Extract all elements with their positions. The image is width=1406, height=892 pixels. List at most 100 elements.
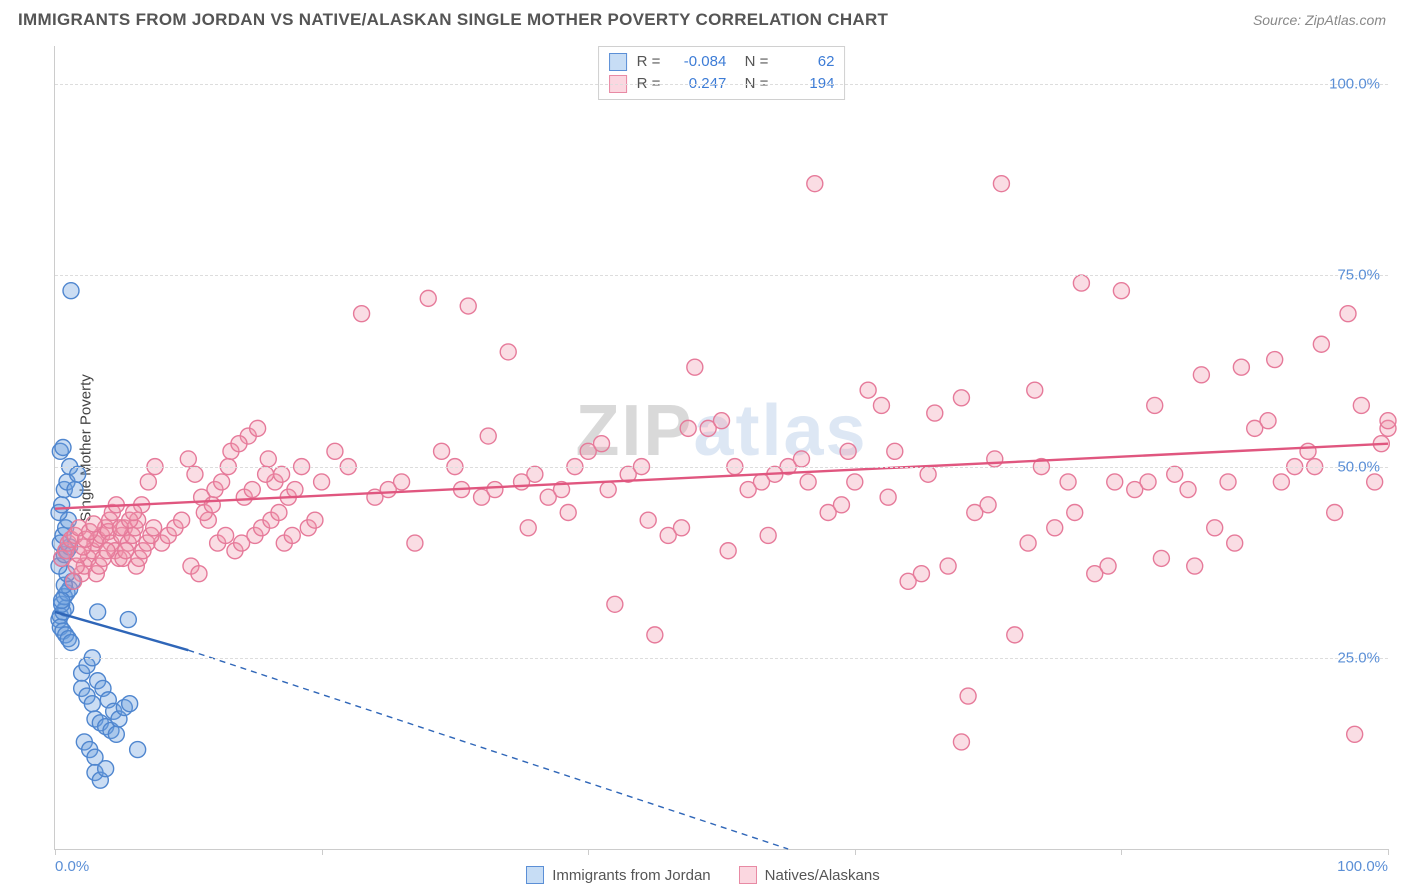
scatter-point — [680, 420, 696, 436]
scatter-point — [287, 482, 303, 498]
legend-swatch — [526, 866, 544, 884]
scatter-point — [98, 761, 114, 777]
scatter-point — [1027, 382, 1043, 398]
scatter-point — [260, 451, 276, 467]
correlation-stats-box: R =-0.084 N =62R =0.247 N =194 — [598, 46, 846, 100]
y-tick-label: 50.0% — [1337, 458, 1380, 475]
scatter-point — [980, 497, 996, 513]
scatter-point — [55, 440, 71, 456]
scatter-point — [354, 306, 370, 322]
r-label: R = — [637, 51, 661, 73]
scatter-point — [1187, 558, 1203, 574]
gridline — [55, 84, 1388, 85]
plot-area: Single Mother Poverty ZIPatlas R =-0.084… — [18, 46, 1388, 850]
scatter-point — [953, 390, 969, 406]
scatter-point — [687, 359, 703, 375]
source-label: Source: ZipAtlas.com — [1253, 12, 1386, 28]
scatter-point — [953, 734, 969, 750]
trend-line-dashed — [188, 650, 788, 849]
scatter-point — [987, 451, 1003, 467]
scatter-point — [218, 527, 234, 543]
x-tick-mark — [588, 849, 589, 855]
n-value: 62 — [778, 51, 834, 73]
scatter-point — [760, 527, 776, 543]
scatter-point — [1100, 558, 1116, 574]
scatter-point — [1220, 474, 1236, 490]
gridline — [55, 658, 1388, 659]
scatter-point — [594, 436, 610, 452]
scatter-point — [191, 566, 207, 582]
scatter-point — [1353, 397, 1369, 413]
scatter-point — [880, 489, 896, 505]
scatter-point — [90, 604, 106, 620]
x-tick-mark — [855, 849, 856, 855]
scatter-point — [1073, 275, 1089, 291]
scatter-point — [1107, 474, 1123, 490]
scatter-point — [800, 474, 816, 490]
scatter-point — [231, 436, 247, 452]
scatter-point — [1207, 520, 1223, 536]
scatter-point — [434, 443, 450, 459]
scatter-point — [407, 535, 423, 551]
legend-swatch — [609, 53, 627, 71]
scatter-point — [793, 451, 809, 467]
scatter-point — [873, 397, 889, 413]
scatter-point — [54, 592, 70, 608]
scatter-point — [1367, 474, 1383, 490]
scatter-point — [54, 497, 70, 513]
legend-swatch — [739, 866, 757, 884]
scatter-point — [307, 512, 323, 528]
x-tick-mark — [1121, 849, 1122, 855]
n-label: N = — [736, 51, 768, 73]
scatter-point — [1140, 474, 1156, 490]
scatter-point — [1167, 466, 1183, 482]
scatter-point — [1340, 306, 1356, 322]
scatter-point — [1300, 443, 1316, 459]
scatter-point — [807, 176, 823, 192]
scatter-point — [66, 573, 82, 589]
y-tick-label: 100.0% — [1329, 76, 1380, 93]
scatter-point — [250, 420, 266, 436]
scatter-point — [274, 466, 290, 482]
scatter-point — [271, 505, 287, 521]
x-tick-mark — [55, 849, 56, 855]
scatter-point — [327, 443, 343, 459]
scatter-point — [913, 566, 929, 582]
scatter-point — [487, 482, 503, 498]
scatter-point — [993, 176, 1009, 192]
scatter-point — [940, 558, 956, 574]
scatter-point — [480, 428, 496, 444]
scatter-point — [1180, 482, 1196, 498]
scatter-point — [1047, 520, 1063, 536]
gridline — [55, 275, 1388, 276]
scatter-plot: ZIPatlas R =-0.084 N =62R =0.247 N =194 … — [54, 46, 1388, 850]
scatter-point — [174, 512, 190, 528]
y-tick-label: 25.0% — [1337, 649, 1380, 666]
scatter-point — [720, 543, 736, 559]
scatter-point — [560, 505, 576, 521]
scatter-point — [146, 520, 162, 536]
scatter-point — [920, 466, 936, 482]
scatter-point — [108, 726, 124, 742]
scatter-point — [420, 290, 436, 306]
scatter-point — [1113, 283, 1129, 299]
scatter-point — [1227, 535, 1243, 551]
scatter-point — [63, 635, 79, 651]
scatter-point — [1273, 474, 1289, 490]
scatter-point — [120, 612, 136, 628]
scatter-point — [640, 512, 656, 528]
scatter-point — [520, 520, 536, 536]
scatter-point — [258, 466, 274, 482]
scatter-point — [1007, 627, 1023, 643]
r-value: -0.084 — [670, 51, 726, 73]
scatter-point — [1193, 367, 1209, 383]
scatter-point — [927, 405, 943, 421]
scatter-point — [130, 742, 146, 758]
scatter-point — [1260, 413, 1276, 429]
scatter-point — [1313, 336, 1329, 352]
scatter-point — [1327, 505, 1343, 521]
trend-line — [55, 444, 1388, 509]
scatter-point — [1020, 535, 1036, 551]
scatter-point — [244, 482, 260, 498]
legend: Immigrants from JordanNatives/Alaskans — [0, 866, 1406, 884]
